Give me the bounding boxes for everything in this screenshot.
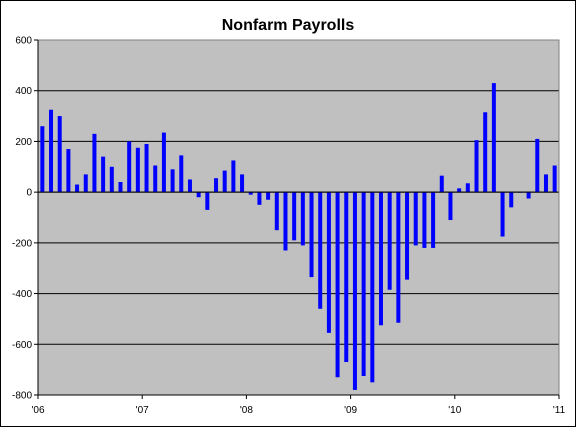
x-tick-label: '06 [31,405,44,416]
bar [309,192,314,278]
bar [144,143,149,193]
bar [292,192,297,241]
bar [526,192,531,199]
bar [161,132,166,193]
bar [118,182,123,193]
bar [49,109,54,193]
bar [405,192,410,280]
bar [196,192,201,198]
bar [274,192,279,231]
bar [187,179,192,193]
bar [240,174,245,193]
bar [92,133,97,193]
bar [135,147,140,193]
bar [344,192,349,363]
bar [266,192,271,200]
x-tick-label: '11 [553,405,566,416]
bar [552,165,557,193]
bar [257,192,262,205]
bar [413,192,418,246]
y-axis: 600 400 200 0 -200 -400 -600 -800 [12,36,39,402]
bar [170,169,175,193]
bar [474,140,479,193]
x-tick-label: '09 [344,405,357,416]
bar [318,192,323,309]
bar [248,192,253,195]
y-tick-label: -200 [12,238,32,249]
chart-title: Nonfarm Payrolls [222,17,355,34]
plot-background [38,40,559,395]
bar [370,192,375,383]
bar [491,83,496,193]
bar-series [40,83,557,390]
y-tick-label: 0 [26,188,32,199]
bar [66,149,71,193]
bar [335,192,340,378]
bar [83,174,88,193]
bar [127,141,132,193]
bar [109,166,114,193]
y-tick-label: -800 [12,391,32,402]
bar [214,178,219,193]
bar [75,184,80,193]
bar [535,138,540,193]
bar [378,192,383,326]
bar [205,192,210,210]
bar [457,188,462,193]
bar [500,192,505,237]
bar [153,165,158,193]
x-tick-label: '08 [240,405,253,416]
bar [396,192,401,323]
y-tick-label: -400 [12,289,32,300]
bar [326,192,331,333]
bar [300,192,305,246]
y-tick-label: 600 [15,36,32,47]
y-tick-label: 400 [15,86,32,97]
bar [352,192,357,390]
bar [431,192,436,248]
bar [283,192,288,251]
bar [543,174,548,193]
plot-area [37,39,560,396]
x-axis: '06 '07 '08 '09 '10 '11 [31,394,566,416]
bar [101,156,106,193]
bar [439,175,444,193]
bar [361,192,366,376]
bar [483,112,488,193]
y-tick-label: -600 [12,340,32,351]
bar [179,155,184,193]
x-tick-label: '10 [448,405,461,416]
bar [509,192,514,208]
y-tick-label: 200 [15,137,32,148]
bar [231,160,236,193]
bar [40,126,45,193]
bar [448,192,453,221]
bar [57,116,62,193]
bar [387,192,392,290]
bar [465,183,470,193]
x-tick-label: '07 [136,405,149,416]
bar [422,192,427,248]
bar [222,170,227,193]
